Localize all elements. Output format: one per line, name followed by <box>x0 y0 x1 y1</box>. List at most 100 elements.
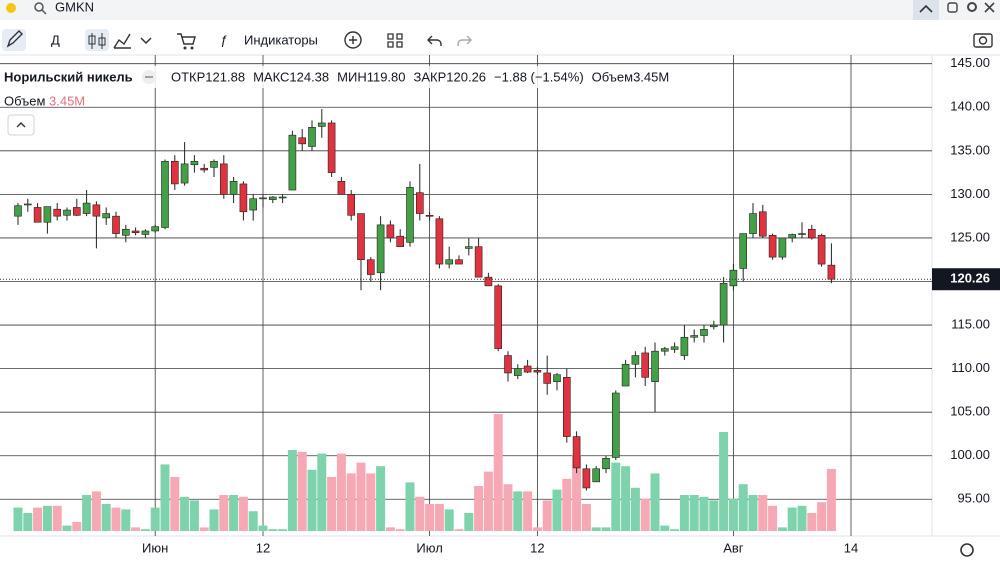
pencil-icon <box>6 30 23 48</box>
indicators-button[interactable]: Индикаторы <box>244 32 318 47</box>
candle-body <box>798 233 806 235</box>
candle-body <box>210 160 218 168</box>
candle-body <box>768 235 777 258</box>
volume-bar <box>728 498 738 531</box>
cart-icon <box>183 46 187 50</box>
settings-icon[interactable] <box>960 543 974 557</box>
volume-bar <box>317 453 327 531</box>
candle-body <box>670 346 679 350</box>
volume-bar <box>91 491 101 531</box>
volume-bar <box>601 527 611 531</box>
volume-bar <box>817 502 827 531</box>
candle-body <box>680 336 689 356</box>
collapse-icon <box>919 4 933 13</box>
candle-body <box>239 183 248 213</box>
volume-bar <box>150 507 160 531</box>
candle-body <box>445 259 454 265</box>
candle-body <box>259 197 267 200</box>
collapse-button[interactable] <box>913 0 939 20</box>
ohlc-legend: ЗАКР120.26 <box>414 69 487 84</box>
volume-bar <box>415 496 425 531</box>
settings-icon[interactable] <box>967 2 977 12</box>
draw-button[interactable] <box>2 29 26 51</box>
volume-bar <box>101 504 111 531</box>
top-bar <box>0 0 1000 20</box>
candle-body <box>82 202 91 214</box>
candle-body <box>660 348 669 352</box>
candle-body <box>553 374 561 382</box>
candle-body <box>220 163 228 195</box>
candle-body <box>572 436 581 469</box>
y-tick-label: 145.00 <box>950 55 990 70</box>
volume-bar <box>787 507 797 531</box>
camera-icon[interactable] <box>973 33 993 48</box>
cart-icon[interactable] <box>177 33 196 45</box>
volume-bar <box>287 450 297 531</box>
volume-bar <box>630 487 640 531</box>
x-tick-label: 12 <box>530 540 544 555</box>
candle-body <box>494 285 503 349</box>
camera-icon <box>978 36 988 45</box>
ohlc-legend: Объем3.45M <box>592 69 670 84</box>
search-icon[interactable] <box>34 2 44 12</box>
candle-body <box>749 213 757 234</box>
volume-bar <box>356 462 366 531</box>
candle-body <box>396 235 405 247</box>
ohlc-legend: МИН119.80 <box>337 69 405 84</box>
volume-bar <box>258 525 268 531</box>
volume-bar <box>826 468 836 531</box>
x-tick-label: Июл <box>416 540 442 555</box>
candle-body <box>484 276 493 287</box>
candle-body <box>298 137 307 145</box>
volume-bar <box>454 529 464 531</box>
volume-bar <box>219 495 229 531</box>
volume-bar <box>532 527 542 531</box>
volume-title: Объем <box>4 93 45 108</box>
volume-bar <box>679 495 689 531</box>
close-icon[interactable] <box>984 2 995 13</box>
y-tick-label: 95.00 <box>957 491 990 506</box>
symbol[interactable]: GMKN <box>55 0 94 14</box>
candle-body <box>171 160 179 185</box>
volume-bar <box>238 496 248 531</box>
candle-body <box>112 215 120 234</box>
volume-bar <box>180 496 190 531</box>
volume-bar <box>621 466 631 531</box>
volume-bar <box>82 495 92 531</box>
candle-body <box>92 204 101 217</box>
layout-icon[interactable] <box>387 33 403 48</box>
redo-icon[interactable] <box>457 35 472 46</box>
undo-icon[interactable] <box>427 35 442 46</box>
volume-bar <box>483 471 493 531</box>
candle-body <box>817 235 826 265</box>
interval[interactable]: Д <box>51 32 60 47</box>
volume-bar <box>777 527 787 531</box>
volume-bar <box>572 455 582 531</box>
volume-bar <box>807 513 817 531</box>
volume-bar <box>552 489 562 531</box>
volume-bar <box>444 509 454 531</box>
volume-bar <box>748 495 758 531</box>
candle-body <box>53 208 62 217</box>
dropdown-icon[interactable] <box>140 37 152 45</box>
status-dot <box>6 3 16 13</box>
x-tick-label: 14 <box>844 540 858 555</box>
candle-body <box>611 392 620 458</box>
y-tick-label: 110.00 <box>951 360 990 375</box>
volume-bar <box>493 414 503 531</box>
candle-body <box>23 203 32 206</box>
volume-bar <box>268 529 278 531</box>
last-price-tag <box>932 268 1000 291</box>
candle-body <box>308 127 316 147</box>
area-icon[interactable] <box>113 33 131 49</box>
volume-bar <box>434 504 444 531</box>
window-icon[interactable] <box>947 2 958 13</box>
fx-icon: ƒ <box>220 32 227 47</box>
volume-bar <box>581 504 591 531</box>
candle-body <box>827 264 836 280</box>
add-icon[interactable] <box>344 31 362 49</box>
volume-bar <box>33 507 43 531</box>
candle-body <box>151 226 159 232</box>
candle-body <box>347 194 356 216</box>
collapse-legend[interactable] <box>7 114 35 136</box>
